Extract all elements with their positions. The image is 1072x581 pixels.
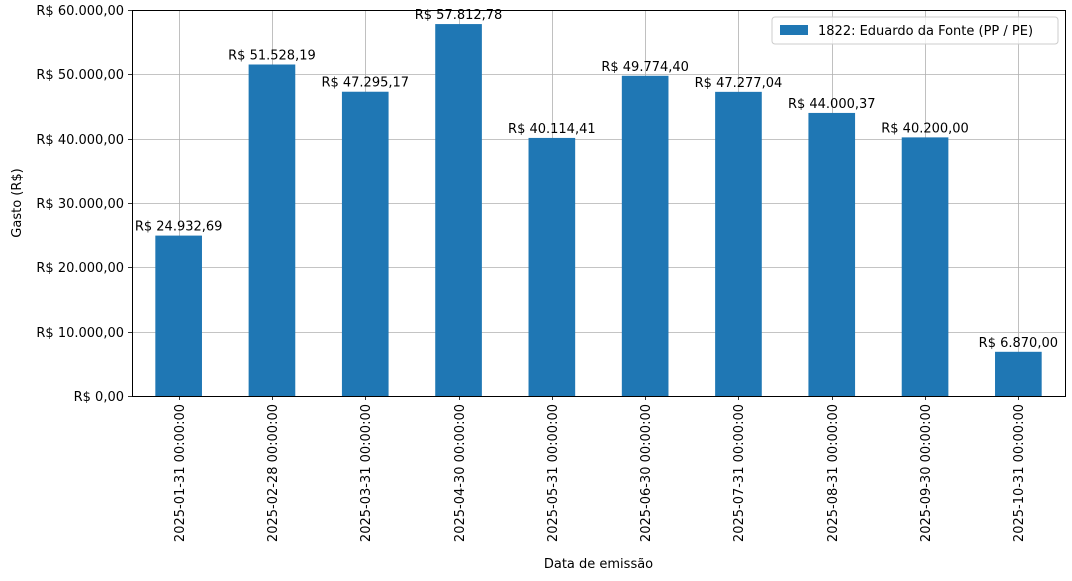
legend-box xyxy=(771,16,1059,45)
x-tick-label: 2025-08-31 00:00:00 xyxy=(826,404,841,542)
y-tick-label: R$ 0,00 xyxy=(74,390,124,405)
y-tick-label: R$ 60.000,00 xyxy=(36,4,124,19)
y-tick-label: R$ 30.000,00 xyxy=(36,197,124,212)
bar xyxy=(155,235,202,396)
legend-swatch xyxy=(780,25,808,35)
x-tick-label: 2025-03-31 00:00:00 xyxy=(359,404,374,542)
x-tick-label: 2025-06-30 00:00:00 xyxy=(639,404,654,542)
x-tick-label: 2025-05-31 00:00:00 xyxy=(546,404,561,542)
bars xyxy=(155,24,1042,397)
bar xyxy=(621,75,669,396)
bar xyxy=(808,112,856,396)
bar-value-label: R$ 44.000,37 xyxy=(788,97,876,112)
legend-label: 1822: Eduardo da Fonte (PP / PE) xyxy=(818,24,1033,39)
bar xyxy=(995,351,1042,396)
x-tick-label: 2025-01-31 00:00:00 xyxy=(173,404,188,542)
bar-value-label: R$ 24.932,69 xyxy=(135,220,223,235)
bar xyxy=(901,137,949,396)
plot-frame xyxy=(132,10,1066,397)
bar-value-label: R$ 49.774,40 xyxy=(601,60,689,75)
y-tick-label: R$ 10.000,00 xyxy=(36,326,124,341)
x-tick-label: 2025-04-30 00:00:00 xyxy=(453,404,468,542)
bar-value-label: R$ 57.812,78 xyxy=(415,8,503,23)
y-axis: R$ 0,00 R$ 10.000,00 R$ 20.000,00 R$ 30.000… xyxy=(36,4,132,405)
x-tick-label: 2025-02-28 00:00:00 xyxy=(266,404,281,542)
bar-value-label: R$ 47.295,17 xyxy=(321,76,409,91)
y-axis-title: Gasto (R$) xyxy=(10,168,25,237)
x-tick-label: 2025-07-31 00:00:00 xyxy=(732,404,747,542)
bar-value-label: R$ 40.200,00 xyxy=(881,121,969,136)
y-tick-label: R$ 50.000,00 xyxy=(36,68,124,83)
y-tick-label: R$ 40.000,00 xyxy=(36,133,124,148)
bar xyxy=(715,91,762,396)
bar xyxy=(528,137,576,396)
bar xyxy=(248,64,296,396)
x-tick-label: 2025-09-30 00:00:00 xyxy=(919,404,934,542)
x-axis-title: Data de emissão xyxy=(544,557,653,572)
bar-value-label: R$ 51.528,19 xyxy=(228,49,316,64)
bar xyxy=(435,24,482,397)
legend: 1822: Eduardo da Fonte (PP / PE) xyxy=(771,16,1059,45)
bar-value-label: R$ 40.114,41 xyxy=(508,122,596,137)
bar-value-label: R$ 47.277,04 xyxy=(695,76,783,91)
x-tick-label: 2025-10-31 00:00:00 xyxy=(1012,404,1027,542)
bar xyxy=(341,91,389,396)
y-tick-label: R$ 20.000,00 xyxy=(36,261,124,276)
x-axis: 2025-01-31 00:00:00 2025-02-28 00:00:00 20… xyxy=(173,396,1027,542)
data-labels: R$ 24.932,69 R$ 51.528,19 R$ 47.295,17 R$ 5… xyxy=(135,8,1058,351)
bar-value-label: R$ 6.870,00 xyxy=(979,336,1058,351)
